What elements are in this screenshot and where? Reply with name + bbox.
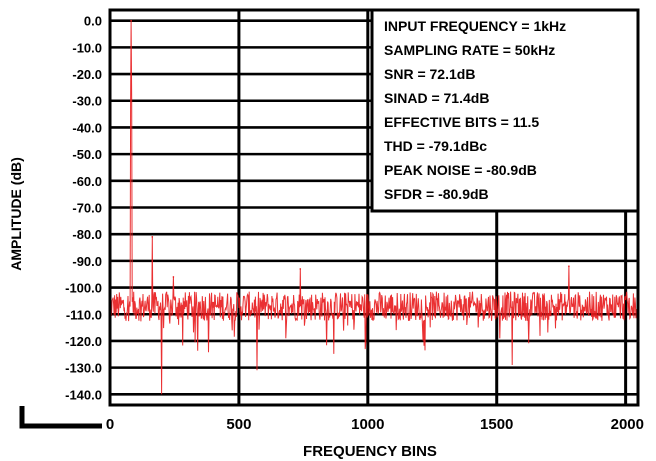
y-tick-label: -10.0: [72, 40, 102, 55]
spectrum-peak-point: [130, 19, 132, 22]
annotation-line: SINAD = 71.4dB: [384, 90, 489, 106]
spectrum-peak-point: [568, 265, 570, 268]
y-tick-label: -120.0: [65, 334, 102, 349]
y-tick-label: -140.0: [65, 387, 102, 402]
x-tick-label: 2000: [611, 416, 644, 433]
y-tick-label: -70.0: [72, 201, 102, 216]
spectrum-peak-point: [151, 236, 154, 238]
spectrum-peak-point: [299, 268, 302, 270]
y-tick-label: -130.0: [65, 361, 102, 376]
annotation-line: SFDR = -80.9dB: [384, 186, 489, 202]
y-axis-label: AMPLITUDE (dB): [8, 157, 24, 271]
annotation-box: [370, 8, 640, 213]
y-tick-label: -20.0: [72, 67, 102, 82]
annotation-text: INPUT FREQUENCY = 1kHz SAMPLING RATE = 50…: [384, 18, 566, 202]
y-tick-label: -80.0: [72, 227, 102, 242]
y-tick-label: -40.0: [72, 120, 102, 135]
plot-border: [108, 8, 640, 407]
y-tick-label: -60.0: [72, 174, 102, 189]
plot-frame: [108, 8, 640, 407]
spectrum-line: [109, 20, 639, 395]
y-tick-label: -30.0: [72, 94, 102, 109]
y-tick-label: -100.0: [65, 281, 102, 296]
annotation-line: THD = -79.1dBc: [384, 138, 487, 154]
y-tick-labels: 0.0 -10.0 -20.0 -30.0 -40.0 -50.0 -60.0 -70.0 -8…: [65, 14, 102, 403]
y-tick-label: 0.0: [84, 14, 102, 29]
x-tick-label: 1500: [480, 416, 513, 433]
annotation-line: EFFECTIVE BITS = 11.5: [384, 114, 539, 130]
x-tick-label: 0: [106, 416, 114, 433]
y-tick-label: -90.0: [72, 254, 102, 269]
x-tick-labels: 0 500 1000 1500 2000: [106, 416, 644, 433]
y-tick-label: -50.0: [72, 147, 102, 162]
spectrum-peak-point: [172, 276, 175, 278]
annotation-line: PEAK NOISE = -80.9dB: [384, 162, 537, 178]
x-axis-label: FREQUENCY BINS: [303, 443, 437, 460]
x-tick-label: 500: [226, 416, 251, 433]
y-tick-label: -110.0: [66, 307, 102, 322]
annotation-line: SAMPLING RATE = 50kHz: [384, 42, 555, 58]
x-tick-label: 1000: [351, 416, 384, 433]
annotation-line: SNR = 72.1dB: [384, 66, 475, 82]
spectrum-trace: [109, 19, 639, 395]
corner-bracket: [19, 406, 102, 429]
annotation-line: INPUT FREQUENCY = 1kHz: [384, 18, 566, 34]
